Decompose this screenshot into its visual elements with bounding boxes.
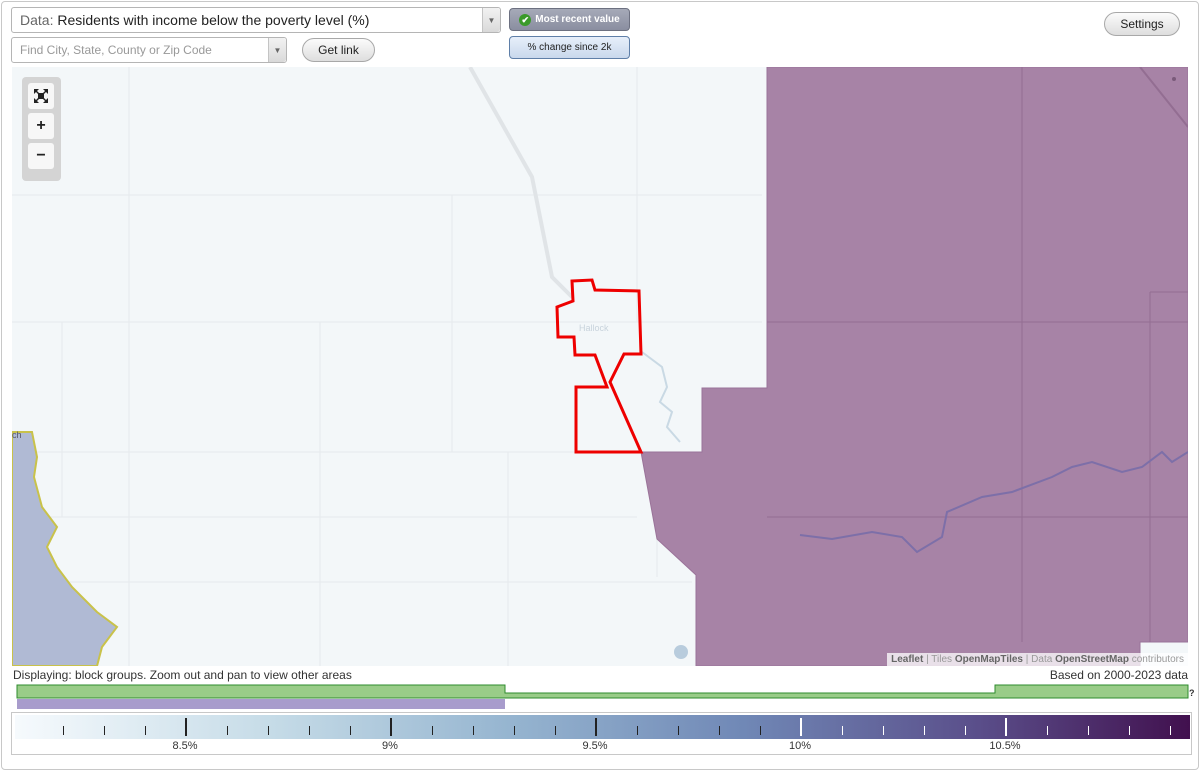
legend-minor-tick	[1170, 726, 1171, 735]
attribution-sep: | Data	[1023, 654, 1056, 665]
legend-minor-tick	[965, 726, 966, 735]
map-attribution: Leaflet | Tiles OpenMapTiles | Data Open…	[887, 653, 1188, 667]
legend-minor-tick	[432, 726, 433, 735]
chevron-down-icon[interactable]: ▼	[268, 38, 286, 62]
river-water	[12, 431, 119, 666]
legend-minor-tick	[514, 726, 515, 735]
most-recent-value-label: Most recent value	[535, 14, 620, 25]
data-select-label: Data:	[20, 12, 54, 28]
most-recent-value-button[interactable]: ✔ Most recent value	[509, 8, 630, 31]
road-line	[1139, 67, 1188, 128]
legend-minor-tick	[309, 726, 310, 735]
legend-minor-tick	[1088, 726, 1089, 735]
legend-major-tick	[800, 718, 802, 736]
attribution-tail: contributors	[1128, 654, 1184, 665]
legend-tick-label: 10.5%	[989, 740, 1021, 752]
legend-tick-label: 10%	[788, 740, 812, 752]
edge-place-label: ch	[12, 430, 22, 440]
location-search-input[interactable]: Find City, State, County or Zip Code ▼	[11, 37, 287, 63]
chevron-down-icon[interactable]: ▼	[482, 8, 500, 32]
map-dot	[1172, 77, 1176, 81]
selected-block-group-outline[interactable]	[555, 278, 644, 454]
legend-tick-label: 9%	[382, 740, 398, 752]
fullscreen-button[interactable]	[28, 83, 54, 109]
place-label: Hallock	[579, 323, 609, 333]
plus-icon: +	[36, 117, 46, 134]
map-canvas[interactable]: Hallock ch	[12, 67, 1188, 666]
legend-minor-tick	[760, 726, 761, 735]
legend-minor-tick	[924, 726, 925, 735]
data-range-status: Based on 2000-2023 data	[1049, 668, 1188, 682]
legend-major-tick	[185, 718, 187, 736]
display-status: Displaying: block groups. Zoom out and p…	[13, 668, 352, 682]
minus-icon: −	[36, 147, 46, 164]
histogram-purple	[17, 699, 505, 709]
legend-minor-tick	[227, 726, 228, 735]
legend-minor-tick	[637, 726, 638, 735]
get-link-button[interactable]: Get link	[302, 38, 375, 62]
legend-major-tick	[595, 718, 597, 736]
map-layer: Hallock ch	[12, 67, 1188, 666]
legend-minor-tick	[719, 726, 720, 735]
legend-major-tick	[390, 718, 392, 736]
zoom-controls: + −	[22, 77, 61, 181]
legend-minor-tick	[104, 726, 105, 735]
legend-minor-tick	[678, 726, 679, 735]
legend-minor-tick	[350, 726, 351, 735]
zoom-out-button[interactable]: −	[28, 143, 54, 169]
legend-minor-tick	[145, 726, 146, 735]
stream	[641, 351, 681, 443]
legend-minor-tick	[63, 726, 64, 735]
attribution-sep: | Tiles	[923, 654, 955, 665]
legend-tick-label: 8.5%	[172, 740, 198, 752]
fullscreen-icon	[34, 89, 48, 103]
tiles-link[interactable]: OpenMapTiles	[954, 654, 1023, 665]
data-select[interactable]: Data: Residents with income below the po…	[11, 7, 501, 33]
legend-histogram	[16, 684, 1189, 709]
data-select-value: Residents with income below the poverty …	[57, 12, 370, 28]
checkmark-icon: ✔	[519, 13, 532, 26]
railway-line	[468, 67, 574, 299]
legend-minor-tick	[268, 726, 269, 735]
zoom-in-button[interactable]: +	[28, 113, 54, 139]
legend-major-tick	[1005, 718, 1007, 736]
legend-minor-tick	[1047, 726, 1048, 735]
legend-help[interactable]: ?	[1189, 688, 1195, 698]
search-placeholder: Find City, State, County or Zip Code	[20, 43, 212, 57]
high-poverty-region[interactable]	[640, 67, 1188, 666]
legend-minor-tick	[883, 726, 884, 735]
legend-color-scale	[15, 715, 1190, 739]
purple-region-boundaries	[767, 67, 1188, 642]
legend-tick-label: 9.5%	[582, 740, 608, 752]
leaflet-link[interactable]: Leaflet	[891, 654, 924, 665]
percent-change-button[interactable]: % change since 2k	[509, 36, 630, 59]
settings-button[interactable]: Settings	[1104, 12, 1180, 36]
legend-minor-tick	[555, 726, 556, 735]
lake-dot	[674, 645, 688, 659]
histogram-green	[16, 684, 1189, 699]
legend-minor-tick	[1129, 726, 1130, 735]
legend-minor-tick	[473, 726, 474, 735]
river	[799, 450, 1188, 554]
block-group-boundaries	[12, 67, 762, 666]
osm-link[interactable]: OpenStreetMap	[1055, 654, 1129, 665]
legend-minor-tick	[842, 726, 843, 735]
